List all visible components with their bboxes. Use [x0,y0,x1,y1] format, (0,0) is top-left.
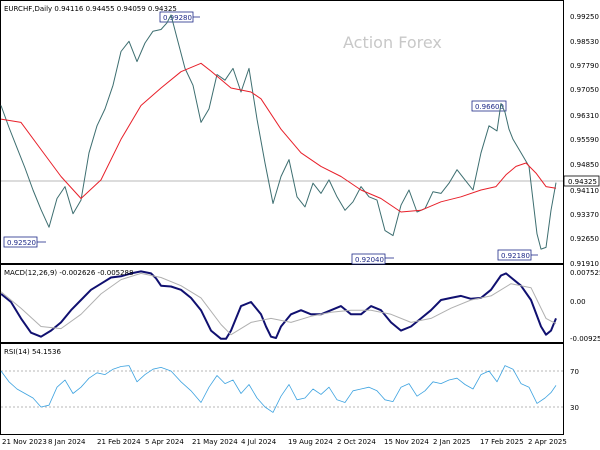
rsi-tick-label: 70 [570,368,579,376]
annotation-low-label: 0.92180 [501,252,530,260]
rsi-panel-frame [0,343,564,435]
x-tick-label: 17 Feb 2025 [480,438,524,446]
annotation-high-label: 0.96600 [475,103,504,111]
price-tick-label: 0.93370 [570,211,599,219]
x-axis: 21 Nov 2023 8 Jan 2024 21 Feb 2024 5 Apr… [2,438,567,446]
x-tick-label: 21 Nov 2023 [2,438,47,446]
macd-series-group [0,270,557,340]
x-tick-label: 2 Oct 2024 [337,438,376,446]
x-tick-label: 21 Feb 2024 [97,438,141,446]
annotation-low-label: 0.92040 [355,256,384,264]
price-tick-label: 0.99250 [570,13,599,21]
price-tick-label: 0.92650 [570,235,599,243]
price-y-axis: 0.99250 0.98530 0.97790 0.97050 0.96310 … [570,13,599,268]
annotation-box [351,253,386,265]
annotation-high-label: 0.99280 [163,14,192,22]
price-tick-label: 0.98530 [570,38,599,46]
x-tick-label: 15 Nov 2024 [384,438,429,446]
rsi-y-axis: 70 30 [570,368,579,412]
x-tick-label: 21 May 2024 [192,438,238,446]
price-tick-label: 0.96310 [570,112,599,120]
x-tick-label: 8 Jan 2024 [48,438,86,446]
x-tick-label: 19 Aug 2024 [288,438,333,446]
annotation-box [471,100,507,112]
x-tick-label: 2 Jan 2025 [433,438,471,446]
price-tick-label: 0.94110 [570,187,599,195]
macd-signal-line [0,272,557,336]
annotation-low-label: 0.92520 [7,239,36,247]
rsi-series-group [0,365,563,413]
price-tick-label: 0.97050 [570,86,599,94]
price-tick-label: 0.95590 [570,136,599,144]
price-line [0,14,557,250]
chart-header: EURCHF,Daily 0.94116 0.94455 0.94059 0.9… [4,5,177,13]
macd-title: MACD(12,26,9) -0.002626 -0.005288 [4,269,133,277]
price-series-group [0,14,557,250]
current-price-tag [563,175,600,187]
price-panel-frame [0,0,564,264]
x-tick-label: 5 Apr 2024 [145,438,184,446]
macd-tick-label: -0.009252 [570,335,600,343]
x-tick-label: 4 Jul 2024 [241,438,277,446]
macd-line [0,270,557,340]
price-annotations: 0.99280 0.96600 0.92520 0.92040 0.92180 [3,11,538,265]
rsi-title: RSI(14) 54.1536 [4,348,61,356]
rsi-line [0,365,557,413]
watermark: Action Forex [343,33,442,52]
price-tick-label: 0.91910 [570,260,599,268]
moving-average-line [0,62,557,213]
price-tick-label: 0.94850 [570,161,599,169]
macd-tick-label: 0.00 [570,298,586,306]
x-tick-label: 2 Apr 2025 [528,438,567,446]
rsi-tick-label: 30 [570,404,579,412]
current-price-label: 0.94325 [568,178,597,186]
macd-panel-frame [0,264,564,343]
macd-tick-label: 0.007525 [570,269,600,277]
price-tick-label: 0.97790 [570,62,599,70]
